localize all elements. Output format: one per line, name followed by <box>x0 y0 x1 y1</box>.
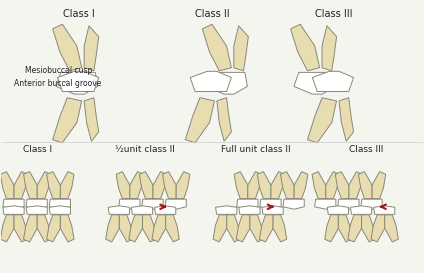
Polygon shape <box>53 98 82 143</box>
Polygon shape <box>339 98 354 141</box>
Polygon shape <box>14 172 28 199</box>
Polygon shape <box>217 98 232 141</box>
Polygon shape <box>385 215 399 242</box>
Polygon shape <box>234 26 248 71</box>
Polygon shape <box>290 24 320 71</box>
Polygon shape <box>322 26 337 71</box>
Polygon shape <box>53 24 82 71</box>
Polygon shape <box>49 206 70 214</box>
Polygon shape <box>325 215 338 242</box>
Polygon shape <box>47 215 60 242</box>
Polygon shape <box>26 199 47 209</box>
Polygon shape <box>0 215 14 242</box>
Polygon shape <box>227 215 240 242</box>
Polygon shape <box>374 206 395 214</box>
Polygon shape <box>216 206 237 214</box>
Text: ½unit class II: ½unit class II <box>114 145 175 154</box>
Polygon shape <box>37 172 51 199</box>
Polygon shape <box>260 199 281 209</box>
Polygon shape <box>129 215 142 242</box>
Polygon shape <box>119 199 140 209</box>
Polygon shape <box>166 215 179 242</box>
Polygon shape <box>142 215 156 242</box>
Polygon shape <box>294 172 308 199</box>
Polygon shape <box>14 215 28 242</box>
Polygon shape <box>26 206 47 214</box>
Polygon shape <box>326 172 339 199</box>
Polygon shape <box>307 98 337 143</box>
Polygon shape <box>142 199 163 209</box>
Polygon shape <box>371 215 385 242</box>
Polygon shape <box>58 71 99 91</box>
Polygon shape <box>130 172 143 199</box>
Polygon shape <box>250 215 264 242</box>
Polygon shape <box>362 215 375 242</box>
Polygon shape <box>152 215 166 242</box>
Polygon shape <box>312 172 326 199</box>
Polygon shape <box>60 172 74 199</box>
Polygon shape <box>335 172 349 199</box>
Polygon shape <box>361 199 382 209</box>
Text: Mesiobuccal cusp: Mesiobuccal cusp <box>25 66 92 75</box>
Polygon shape <box>281 172 294 199</box>
Polygon shape <box>190 71 232 91</box>
Polygon shape <box>315 199 336 209</box>
Polygon shape <box>84 98 99 141</box>
Polygon shape <box>60 215 74 242</box>
Polygon shape <box>312 71 354 91</box>
Text: Class I: Class I <box>22 145 52 154</box>
Polygon shape <box>358 172 372 199</box>
Polygon shape <box>206 72 247 94</box>
Polygon shape <box>24 172 37 199</box>
Polygon shape <box>327 206 349 214</box>
Polygon shape <box>24 215 37 242</box>
Polygon shape <box>213 215 227 242</box>
Text: Full unit class II: Full unit class II <box>221 145 291 154</box>
Polygon shape <box>131 206 153 214</box>
Text: Anterior buccal groove: Anterior buccal groove <box>14 79 101 88</box>
Polygon shape <box>239 206 260 214</box>
Polygon shape <box>283 199 304 209</box>
Polygon shape <box>236 215 250 242</box>
Polygon shape <box>349 172 363 199</box>
Polygon shape <box>237 199 258 209</box>
Polygon shape <box>257 172 271 199</box>
Polygon shape <box>106 215 119 242</box>
Polygon shape <box>165 199 186 209</box>
Polygon shape <box>84 26 99 71</box>
Polygon shape <box>49 199 70 209</box>
Text: Class III: Class III <box>349 145 383 154</box>
Polygon shape <box>248 172 262 199</box>
Polygon shape <box>119 215 133 242</box>
Polygon shape <box>350 206 372 214</box>
Polygon shape <box>3 199 24 209</box>
Polygon shape <box>108 206 129 214</box>
Polygon shape <box>185 98 215 143</box>
Polygon shape <box>116 172 130 199</box>
Polygon shape <box>372 172 386 199</box>
Text: Class I: Class I <box>64 10 95 19</box>
Polygon shape <box>259 215 273 242</box>
Polygon shape <box>273 215 287 242</box>
Polygon shape <box>271 172 285 199</box>
Polygon shape <box>47 172 60 199</box>
Polygon shape <box>56 72 98 94</box>
Polygon shape <box>202 24 232 71</box>
Polygon shape <box>338 215 352 242</box>
Polygon shape <box>0 172 14 199</box>
Polygon shape <box>294 72 336 94</box>
Polygon shape <box>162 172 176 199</box>
Polygon shape <box>338 199 359 209</box>
Polygon shape <box>176 172 190 199</box>
Text: Class II: Class II <box>195 10 229 19</box>
Polygon shape <box>3 206 24 214</box>
Polygon shape <box>37 215 51 242</box>
Text: Class III: Class III <box>315 10 353 19</box>
Polygon shape <box>153 172 167 199</box>
Polygon shape <box>348 215 362 242</box>
Polygon shape <box>139 172 153 199</box>
Polygon shape <box>234 172 248 199</box>
Polygon shape <box>262 206 283 214</box>
Polygon shape <box>154 206 176 214</box>
